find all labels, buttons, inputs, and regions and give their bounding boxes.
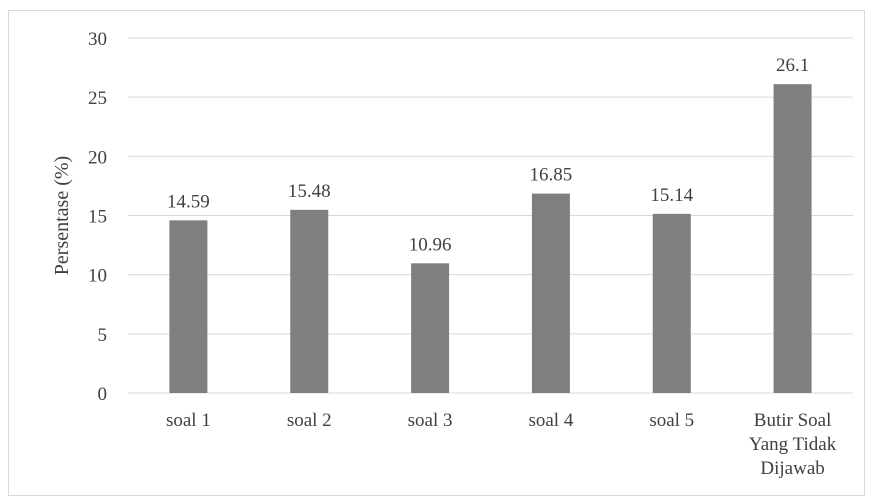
y-tick-label: 30: [88, 29, 107, 50]
data-label: 16.85: [530, 165, 573, 186]
x-category-label: Butir Soal Yang Tidak Dijawab: [749, 410, 837, 479]
y-tick-label: 15: [88, 207, 107, 228]
x-axis-categories: soal 1 soal 2 soal 3 soal 4 soal 5 Butir Soal…: [166, 410, 837, 479]
y-axis-ticks: 0 5 10 15 20 25 30: [88, 29, 107, 405]
x-category-label: soal 5: [649, 410, 694, 431]
bar: [652, 213, 691, 393]
y-tick-label: 25: [88, 88, 107, 109]
y-tick-label: 5: [98, 325, 108, 346]
data-label: 10.96: [409, 234, 452, 255]
y-tick-label: 10: [88, 266, 107, 287]
x-category-label: soal 1: [166, 410, 211, 431]
data-label: 26.1: [776, 55, 809, 76]
y-tick-label: 20: [88, 147, 107, 168]
bars: [169, 84, 812, 394]
chart-frame: [8, 10, 865, 496]
data-labels: 14.59 15.48 10.96 16.85 15.14 26.1: [167, 55, 809, 255]
data-label: 14.59: [167, 191, 210, 212]
bar: [531, 193, 570, 393]
bar: [169, 220, 208, 393]
y-tick-label: 0: [98, 384, 108, 405]
bar: [411, 263, 450, 393]
y-axis-title: Persentase (%): [51, 156, 73, 275]
x-category-label: soal 4: [528, 410, 573, 431]
bar: [773, 84, 812, 394]
data-label: 15.48: [288, 181, 331, 202]
bar: [290, 209, 329, 393]
data-label: 15.14: [650, 185, 693, 206]
gridlines: [128, 37, 853, 394]
x-category-label: soal 3: [408, 410, 453, 431]
x-category-label: soal 2: [287, 410, 332, 431]
